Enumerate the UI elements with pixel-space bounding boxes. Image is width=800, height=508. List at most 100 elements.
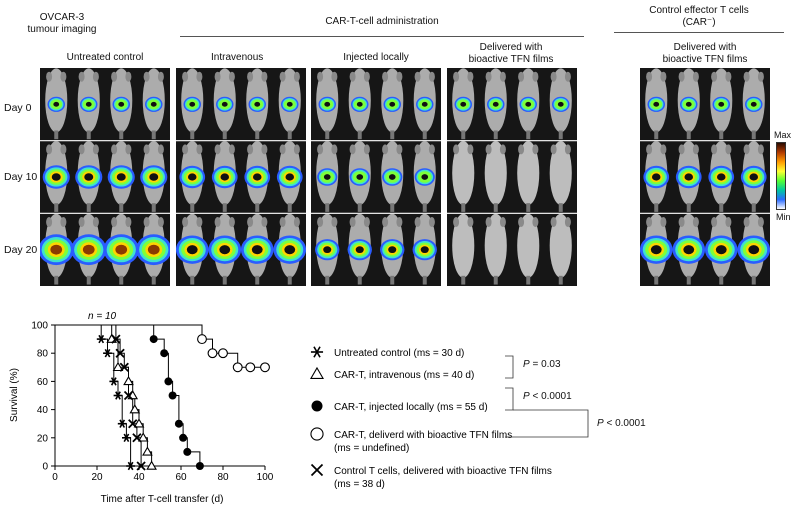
bracket-tfn <box>505 409 589 438</box>
p-value-1: P = 0.03 <box>523 359 561 370</box>
mouse-image <box>484 213 507 285</box>
marker-filled-circle <box>168 391 177 400</box>
p-value-2: P < 0.0001 <box>523 391 572 402</box>
series-line-4 <box>55 324 142 466</box>
colorbar <box>776 142 786 210</box>
group-label-untreated: Untreated control <box>40 52 170 64</box>
tumour-signal <box>643 165 670 189</box>
mouse-image <box>413 68 436 140</box>
chart-legend: Untreated control (ms = 30 d) CAR-T, intr… <box>309 346 552 490</box>
marker-asterisk <box>103 348 112 358</box>
tumour-signal <box>208 235 242 264</box>
marker-asterisk <box>122 433 131 443</box>
p-text: = 0.03 <box>529 359 561 370</box>
tumour-signal <box>552 96 570 112</box>
mouse-image <box>675 141 702 212</box>
mouse-image <box>42 141 70 212</box>
imaging-panel-intravenous <box>176 68 306 286</box>
imaging-panel-control-tfn <box>640 68 770 286</box>
y-tick-label: 100 <box>31 321 48 332</box>
tumour-signal <box>103 234 139 266</box>
mouse-image <box>240 213 274 285</box>
x-tick-label: 20 <box>91 472 103 483</box>
group-label-text: bioactive TFN films <box>662 54 748 65</box>
p-symbol: P <box>523 359 530 370</box>
mouse-image <box>452 213 475 285</box>
mouse-image <box>484 141 507 212</box>
group-label-text: Untreated control <box>66 52 144 63</box>
marker-cross <box>115 348 125 358</box>
marker-open-circle <box>232 362 243 373</box>
mouse-image <box>40 213 74 285</box>
marker-asterisk <box>109 377 119 386</box>
marker-open-circle <box>207 348 218 359</box>
x-axis-label: Time after T-cell transfer (d) <box>101 494 224 505</box>
marker-asterisk <box>126 461 135 471</box>
mouse-image <box>412 213 437 285</box>
mouse-image <box>710 68 733 140</box>
tumour-signal <box>47 96 65 112</box>
mouse-image <box>348 68 371 140</box>
marker-cross <box>136 461 146 471</box>
group-label-text: Intravenous <box>211 52 264 63</box>
n-annotation: n = 10 <box>88 311 117 322</box>
imaging-title-line1: OVCAR-3 <box>39 12 85 23</box>
mouse-image <box>75 141 103 212</box>
mouse-image <box>645 68 668 140</box>
marker-asterisk <box>96 334 106 344</box>
tumour-signal <box>140 165 168 189</box>
x-tick-label: 40 <box>133 472 145 483</box>
imaging-title-line2: tumour imaging <box>27 24 97 35</box>
tumour-signal <box>740 165 767 189</box>
day-label-10: Day 10 <box>4 171 38 183</box>
mouse-image <box>549 213 572 285</box>
tumour-signal <box>454 96 472 112</box>
marker-open-triangle <box>133 418 145 428</box>
marker-filled-circle <box>164 377 173 386</box>
control-header-line2: (CAR⁻) <box>682 17 716 28</box>
mouse-image <box>246 68 269 140</box>
marker-open-triangle <box>137 432 149 442</box>
group-label-text: Injected locally <box>343 52 409 63</box>
p-symbol: P <box>523 391 530 402</box>
marker-open-triangle <box>112 361 124 372</box>
mouse-image <box>381 68 404 140</box>
mouse-grid <box>640 68 770 285</box>
colorbar-max-label: Max <box>774 130 792 140</box>
tumour-signal <box>244 165 271 189</box>
mouse-image <box>276 141 303 212</box>
mouse-image <box>517 68 540 140</box>
mouse-grid <box>40 68 170 285</box>
tumour-signal <box>347 239 372 261</box>
tumour-signal <box>112 96 130 112</box>
tumour-signal <box>145 96 163 112</box>
mouse-image <box>110 68 133 140</box>
marker-open-triangle <box>129 404 141 414</box>
y-tick-label: 80 <box>37 349 49 360</box>
tumour-signal <box>412 239 437 261</box>
marker-open-circle <box>245 362 256 373</box>
mouse-image <box>77 68 100 140</box>
mouse-image <box>273 213 306 285</box>
marker-open-circle <box>218 348 228 359</box>
mouse-image <box>140 141 168 212</box>
control-header-line1: Control effector T cells <box>649 5 749 16</box>
tumour-signal <box>176 235 209 264</box>
marker-filled-circle <box>183 447 192 456</box>
group-label-text: Delivered with <box>479 42 543 53</box>
series-line-3 <box>55 324 265 368</box>
tumour-signal <box>382 168 403 186</box>
tumour-signal <box>315 239 340 261</box>
mouse-image <box>737 213 770 285</box>
group-label-control-tfn: Delivered with bioactive TFN films <box>640 42 770 66</box>
marker-filled-circle <box>195 462 204 470</box>
group-label-tfn: Delivered with bioactive TFN films <box>446 42 576 66</box>
day-label-0: Day 0 <box>4 102 32 114</box>
tumour-signal <box>248 96 266 112</box>
group-label-intravenous: Intravenous <box>175 52 305 64</box>
tumour-signal <box>712 96 730 112</box>
x-tick-label: 100 <box>257 472 274 483</box>
tumour-signal <box>240 235 274 264</box>
y-tick-label: 40 <box>37 405 49 416</box>
mouse-image <box>213 68 236 140</box>
